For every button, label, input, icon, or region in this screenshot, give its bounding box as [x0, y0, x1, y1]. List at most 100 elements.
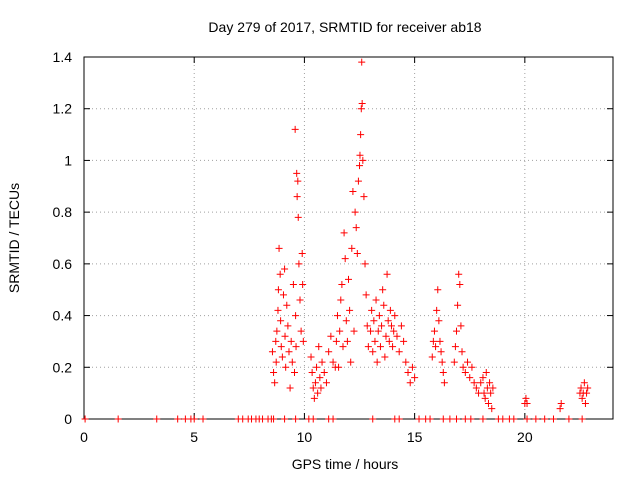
data-point [114, 415, 122, 423]
data-point [430, 327, 438, 335]
data-point [281, 265, 289, 273]
data-points [81, 58, 592, 423]
data-point [153, 415, 161, 423]
data-point [453, 327, 461, 335]
data-point [468, 363, 476, 371]
data-point [272, 337, 280, 345]
x-tick-label: 5 [190, 429, 198, 445]
data-point [432, 343, 440, 351]
data-point [308, 368, 316, 376]
y-tick-label: 0.6 [53, 256, 73, 272]
data-point [479, 415, 487, 423]
data-point [454, 301, 462, 309]
data-point [279, 291, 287, 299]
data-point [470, 379, 478, 387]
data-point [284, 322, 292, 330]
data-point [433, 306, 441, 314]
data-point [437, 348, 445, 356]
data-point [297, 327, 305, 335]
data-point [286, 384, 294, 392]
data-point [361, 260, 369, 268]
data-point [382, 332, 390, 340]
grid [84, 57, 613, 419]
data-point [360, 193, 368, 201]
data-point [289, 281, 297, 289]
data-point [285, 348, 293, 356]
data-point [369, 348, 377, 356]
data-point [354, 177, 362, 185]
data-point [370, 317, 378, 325]
data-point [376, 343, 384, 351]
data-point [317, 384, 325, 392]
data-point [299, 337, 307, 345]
data-point [277, 343, 285, 351]
data-point [429, 337, 437, 345]
data-point [391, 312, 399, 320]
data-point [578, 394, 586, 402]
data-point [397, 322, 405, 330]
data-point [318, 358, 326, 366]
x-tick-label: 20 [517, 429, 533, 445]
data-point [309, 384, 317, 392]
data-point [353, 250, 361, 258]
data-point [298, 250, 306, 258]
data-point [379, 286, 387, 294]
data-point [402, 358, 410, 366]
data-point [291, 125, 299, 133]
data-point [339, 343, 347, 351]
data-point [274, 286, 282, 294]
data-point [456, 281, 464, 289]
data-point [439, 368, 447, 376]
data-point [400, 337, 408, 345]
data-point [283, 301, 291, 309]
y-tick-label: 1 [64, 152, 72, 168]
data-point [458, 348, 466, 356]
data-point [367, 327, 375, 335]
data-point [523, 415, 531, 423]
y-tick-label: 0 [64, 411, 72, 427]
data-point [349, 187, 357, 195]
data-point [499, 415, 507, 423]
data-point [387, 322, 395, 330]
data-point [174, 415, 182, 423]
data-point [320, 368, 328, 376]
data-point [466, 374, 474, 382]
data-point [309, 415, 317, 423]
data-point [356, 151, 364, 159]
data-point [383, 270, 391, 278]
data-point [315, 343, 323, 351]
data-point [292, 343, 300, 351]
data-point [294, 213, 302, 221]
data-point [440, 379, 448, 387]
data-point [435, 317, 443, 325]
data-point [357, 131, 365, 139]
plot-frame [83, 56, 614, 420]
data-point [510, 415, 518, 423]
y-tick-labels: 0 0.2 0.4 0.6 0.8 1 1.2 1.4 [53, 49, 73, 427]
data-point [489, 384, 497, 392]
data-point [584, 384, 592, 392]
x-tick-label: 0 [80, 429, 88, 445]
data-point [487, 389, 495, 397]
data-point [335, 363, 343, 371]
data-point [337, 296, 345, 304]
x-tick-labels: 0 5 10 15 20 [80, 429, 533, 445]
data-point [322, 379, 330, 387]
data-point [375, 312, 383, 320]
data-point [295, 260, 303, 268]
x-tick-label: 10 [297, 429, 313, 445]
data-point [341, 255, 349, 263]
data-point [373, 358, 381, 366]
data-point [362, 291, 370, 299]
data-point [329, 358, 337, 366]
data-point [290, 368, 298, 376]
data-point [307, 353, 315, 361]
data-point [333, 312, 341, 320]
data-point [408, 363, 416, 371]
data-point [357, 105, 365, 113]
data-point [459, 363, 467, 371]
data-point [406, 379, 414, 387]
data-point [270, 415, 278, 423]
data-point [374, 327, 382, 335]
